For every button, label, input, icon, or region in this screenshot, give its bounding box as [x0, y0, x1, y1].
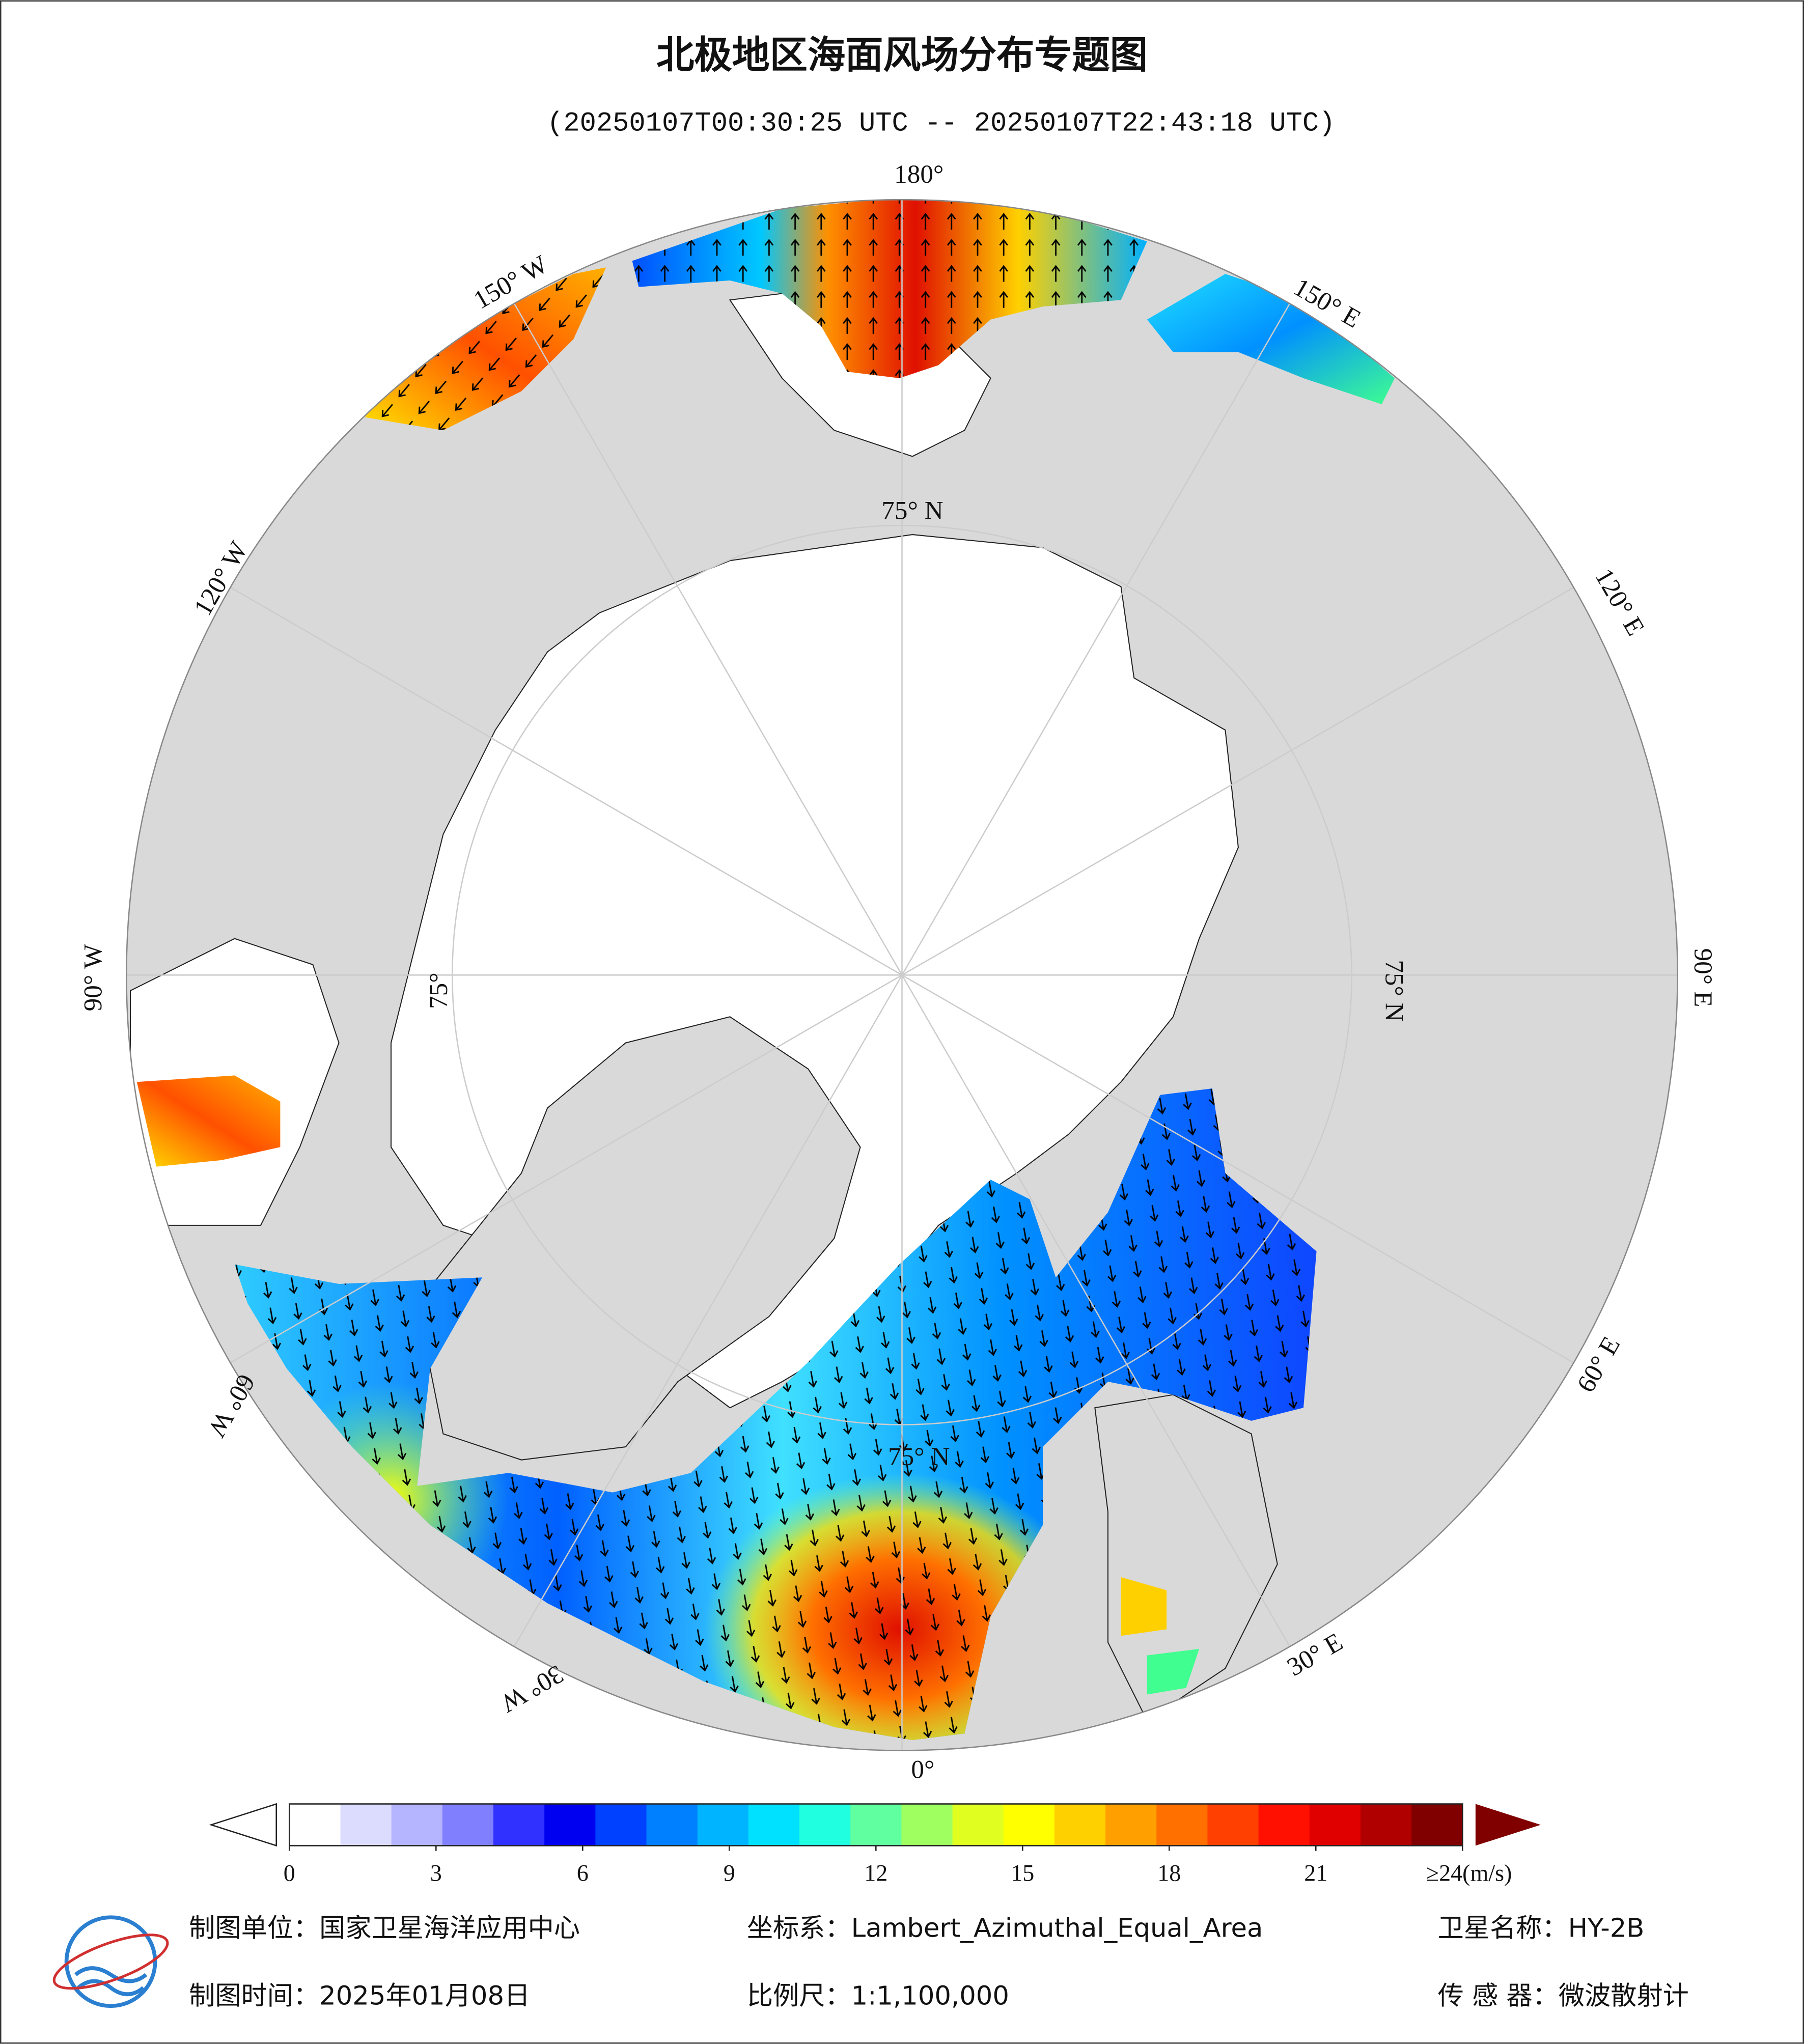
- colorbar-segment: [748, 1804, 800, 1846]
- longitude-label: 90° E: [1688, 948, 1717, 1007]
- footer-text: 制图单位：国家卫星海洋应用中心: [189, 1913, 580, 1944]
- wind-field: [1147, 274, 1395, 405]
- colorbar-segment: [289, 1804, 341, 1846]
- footer-text: 制图时间：2025年01月08日: [189, 1981, 530, 2011]
- colorbar-tick-label: 12: [864, 1860, 887, 1886]
- colorbar-tick-label: ≥24(m/s): [1426, 1860, 1512, 1886]
- colorbar-segment: [1360, 1804, 1412, 1846]
- colorbar-tick-label: 6: [577, 1860, 589, 1886]
- colorbar-segment: [1003, 1804, 1056, 1846]
- colorbar-segment: [1105, 1804, 1157, 1846]
- colorbar-segment: [1309, 1804, 1362, 1846]
- footer-text: 传 感 器：微波散射计: [1438, 1981, 1689, 2011]
- colorbar-segment: [952, 1804, 1005, 1846]
- meridian-line: [224, 974, 903, 1367]
- colorbar-segment: [850, 1804, 902, 1846]
- meridian-line: [901, 583, 1580, 976]
- latitude-label: 75° N: [888, 1442, 950, 1471]
- colorbar: 0 3 6 9 12 15 18 21 ≥24(m/s): [209, 1803, 1541, 1886]
- colorbar-segment: [340, 1804, 392, 1846]
- meridian-line: [901, 974, 1580, 1367]
- meridians: [126, 200, 1678, 1751]
- footer: 制图单位：国家卫星海洋应用中心 坐标系：Lambert_Azimuthal_Equ…: [189, 1913, 1689, 2011]
- colorbar-segment: [1207, 1804, 1259, 1846]
- colorbar-tick-label: 15: [1011, 1860, 1034, 1886]
- map-title: 北极地区海面风场分布专题图: [656, 33, 1148, 77]
- colorbar-tick-label: 0: [284, 1860, 295, 1886]
- meridian-line: [510, 974, 903, 1653]
- colorbar-segment: [1258, 1804, 1311, 1846]
- wind-field: [1147, 1648, 1200, 1695]
- footer-text: 比例尺：1:1,100,000: [747, 1981, 1009, 2011]
- colorbar-segment: [1411, 1804, 1463, 1846]
- latitude-label: 75°: [424, 972, 453, 1009]
- wind-vectors: [365, 267, 606, 431]
- colorbar-segment: [1054, 1804, 1106, 1846]
- colorbar-segment: [697, 1804, 750, 1846]
- meridian-line: [224, 583, 903, 976]
- colorbar-segment: [595, 1804, 647, 1846]
- meridian-line: [510, 297, 903, 975]
- colorbar-low-end: [209, 1803, 277, 1847]
- colorbar-tick-label: 3: [430, 1860, 442, 1886]
- colorbar-segment: [1156, 1804, 1208, 1846]
- footer-text: 卫星名称：HY-2B: [1438, 1913, 1645, 1944]
- colorbar-tick-label: 18: [1157, 1860, 1181, 1886]
- wind-field: [1121, 1577, 1167, 1636]
- colorbar-high-end: [1475, 1804, 1541, 1846]
- meridian-line: [901, 297, 1294, 975]
- latitude-label: 75° N: [1379, 960, 1408, 1021]
- footer-text: 坐标系：Lambert_Azimuthal_Equal_Area: [747, 1913, 1263, 1944]
- map-edge: [126, 199, 1678, 1751]
- colorbar-segment: [493, 1804, 545, 1846]
- colorbar-segment: [901, 1804, 953, 1846]
- logo: [52, 1915, 169, 2008]
- longitude-label: 180°: [894, 160, 943, 189]
- colorbar-segment: [799, 1804, 851, 1846]
- colorbar-tick-label: 21: [1304, 1860, 1327, 1886]
- meridian-line: [901, 974, 1294, 1653]
- latitude-label: 75° N: [881, 496, 943, 525]
- colorbar-tick-label: 9: [724, 1860, 735, 1886]
- colorbar-segment: [646, 1804, 698, 1846]
- wind-field: [136, 1075, 281, 1167]
- colorbar-segment: [391, 1804, 443, 1846]
- greenland: [417, 1016, 861, 1461]
- colorbar-segment: [544, 1804, 596, 1846]
- longitude-label: 0°: [911, 1755, 934, 1784]
- colorbar-segment: [442, 1804, 494, 1846]
- scandinavia: [1094, 1394, 1278, 1722]
- longitude-label: 90° W: [79, 944, 108, 1012]
- wind-vectors: [632, 200, 1147, 378]
- map-subtitle: (20250107T00:30:25 UTC -- 20250107T22:43…: [547, 108, 1335, 139]
